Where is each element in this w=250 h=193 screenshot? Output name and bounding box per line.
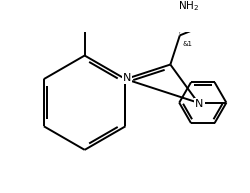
Polygon shape: [176, 7, 182, 35]
Text: &1: &1: [182, 41, 192, 47]
Text: N: N: [194, 99, 203, 109]
Text: N: N: [122, 73, 130, 83]
Text: NH$_2$: NH$_2$: [177, 0, 198, 13]
